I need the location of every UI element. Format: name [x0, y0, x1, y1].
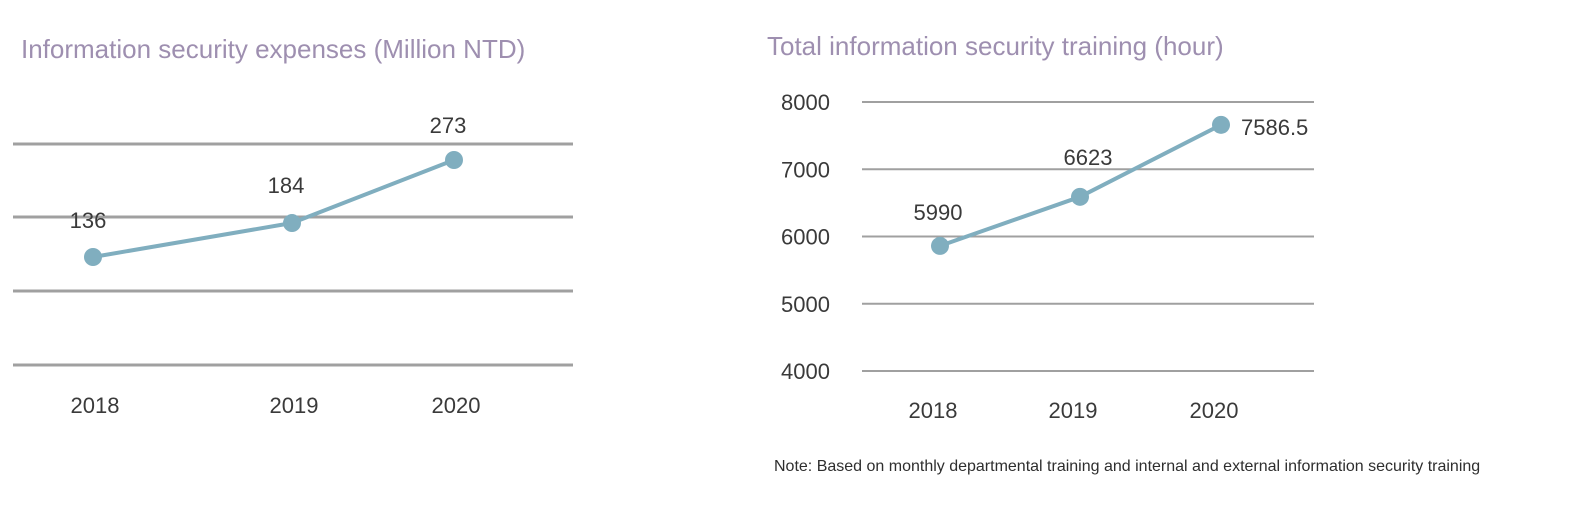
x-tick-training-2019: 2019 [1049, 398, 1098, 423]
data-point-expenses-2019 [283, 214, 301, 233]
data-point-training-2020 [1212, 115, 1230, 134]
series-line-training [939, 123, 1222, 248]
y-tick-training-6000: 6000 [781, 225, 830, 250]
x-tick-training-2020: 2020 [1190, 398, 1239, 423]
data-label-training-2020: 7586.5 [1241, 115, 1308, 140]
y-tick-training-8000: 8000 [781, 90, 830, 115]
x-tick-expenses-2020: 2020 [432, 393, 481, 418]
x-tick-expenses-2019: 2019 [270, 393, 319, 418]
data-label-training-2019: 6623 [1064, 145, 1113, 170]
data-point-training-2019 [1071, 187, 1089, 206]
x-tick-expenses-2018: 2018 [71, 393, 120, 418]
data-label-training-2018: 5990 [914, 200, 963, 225]
data-label-expenses-2019: 184 [268, 173, 305, 198]
data-label-expenses-2018: 136 [70, 208, 107, 233]
data-point-expenses-2018 [84, 248, 102, 266]
y-tick-training-7000: 7000 [781, 157, 830, 182]
footnote: Note: Based on monthly departmental trai… [774, 458, 1481, 475]
x-tick-training-2018: 2018 [909, 398, 958, 423]
chart-title-expenses: Information security expenses (Million N… [21, 34, 526, 64]
data-label-expenses-2020: 273 [430, 113, 467, 138]
y-tick-training-5000: 5000 [781, 292, 830, 317]
data-point-training-2018 [931, 236, 949, 255]
y-tick-training-4000: 4000 [781, 359, 830, 384]
chart-title-training: Total information security training (hou… [767, 31, 1224, 61]
data-point-expenses-2020 [445, 151, 463, 169]
